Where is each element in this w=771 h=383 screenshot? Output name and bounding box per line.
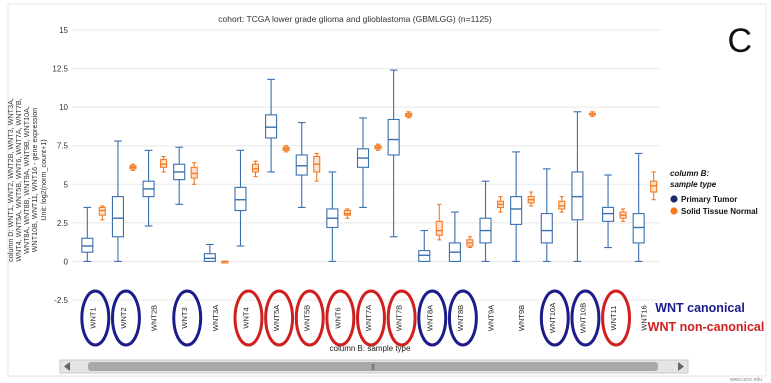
legend-title-line-2: sample type xyxy=(670,180,717,189)
wnt16-solid-tissue-normal-box xyxy=(650,180,658,193)
circle-wnt8b xyxy=(447,289,478,347)
wnt4-solid-tissue-normal-box xyxy=(251,163,260,173)
panel-label: C xyxy=(727,22,752,60)
x-tick-label-wnt8a: WNT8A xyxy=(425,305,434,331)
x-tick-label-wnt10a: WNT10A xyxy=(548,303,557,333)
wnt10b-primary-tumor-box xyxy=(571,171,584,221)
y-tick-label: -2.5 xyxy=(54,296,68,305)
circle-wnt5a xyxy=(264,289,295,347)
circle-wnt7a xyxy=(356,289,386,347)
legend-title-line-1: column B: xyxy=(670,169,709,178)
y-tick-label: 15 xyxy=(59,26,68,35)
circle-wnt10b xyxy=(570,289,601,347)
wnt1-solid-tissue-normal-box xyxy=(98,206,106,216)
x-axis-label: column B: sample type xyxy=(330,344,411,353)
wnt-non-canonical-label: WNT non-canonical xyxy=(648,320,765,334)
circle-wnt2 xyxy=(110,289,141,347)
x-tick-label-wnt5b: WNT5B xyxy=(303,305,312,331)
y-tick-label: 10 xyxy=(59,103,68,112)
y-axis: -2.5 0 2.5 5 7.5 10 12.5 15 xyxy=(52,26,68,305)
x-tick-label-wnt7b: WNT7B xyxy=(395,305,404,331)
wnt8a-solid-tissue-normal-box xyxy=(435,220,443,236)
circle-wnt4 xyxy=(233,289,264,347)
y-tick-label: 0 xyxy=(64,257,69,266)
wnt1-primary-tumor-box xyxy=(81,237,94,253)
legend-label-primary-tumor: Primary Tumor xyxy=(681,195,737,204)
x-tick-label-wnt5a: WNT5A xyxy=(272,305,281,331)
x-tick-label-wnt1: WNT1 xyxy=(88,307,97,328)
gene-circles xyxy=(80,289,632,347)
wnt16-primary-tumor-box xyxy=(632,213,645,244)
y-tick-label: 2.5 xyxy=(57,219,69,228)
y-axis-label-line-3: WNT8A, WNT8B, WNT9A, WNT9B, WNT10A, xyxy=(22,106,31,254)
wnt4-primary-tumor-box xyxy=(234,186,247,212)
x-tick-label-wnt7a: WNT7A xyxy=(364,305,373,331)
y-tick-label: 7.5 xyxy=(57,142,69,151)
circle-wnt6 xyxy=(325,289,356,347)
x-tick-label-wnt16: WNT16 xyxy=(640,305,649,330)
x-tick-label-wnt4: WNT4 xyxy=(241,307,250,328)
circle-wnt10a xyxy=(539,289,570,347)
wnt7b-primary-tumor-box xyxy=(387,118,400,156)
wnt3a-primary-tumor-box xyxy=(203,253,216,262)
y-axis-unit: Unit: log2(norm_count+1) xyxy=(39,139,48,220)
box-plots xyxy=(81,69,658,264)
circle-wnt7b xyxy=(386,289,417,347)
wnt5a-primary-tumor-box xyxy=(265,114,278,139)
wnt-canonical-label: WNT canonical xyxy=(655,301,745,315)
x-tick-label-wnt3a: WNT3A xyxy=(211,305,220,331)
y-tick-label: 5 xyxy=(64,180,69,189)
legend: column B: sample type Primary Tumor Soli… xyxy=(670,169,758,216)
y-axis-label: column D: WNT1, WNT2, WNT2B, WNT3, WNT3A… xyxy=(6,98,48,262)
wnt2b-solid-tissue-normal-box xyxy=(160,159,168,168)
scroll-left-arrow-icon[interactable] xyxy=(64,362,70,371)
x-tick-label-wnt10b: WNT10B xyxy=(578,303,587,333)
x-tick-label-wnt2: WNT2 xyxy=(119,307,128,328)
wnt6-solid-tissue-normal-box xyxy=(343,209,351,216)
y-axis-label-line-1: column D: WNT1, WNT2, WNT2B, WNT3, WNT3A… xyxy=(6,98,15,262)
horizontal-scrollbar[interactable]: ⦀ xyxy=(59,359,689,374)
circle-wnt11 xyxy=(601,289,632,347)
x-tick-label-wnt2b: WNT2B xyxy=(150,305,159,331)
legend-marker-solid-tissue-normal xyxy=(670,207,678,215)
x-tick-label-wnt3: WNT3 xyxy=(180,307,189,328)
x-axis: WNT1 WNT2 WNT2B WNT3 WNT3A WNT4 WNT5A WNT5B WNT6… xyxy=(88,303,648,333)
scroll-right-arrow-icon[interactable] xyxy=(678,362,684,371)
circle-wnt3 xyxy=(172,289,203,347)
x-tick-label-wnt9a: WNT9A xyxy=(487,305,496,331)
footer-text: www.ucsc.edu xyxy=(730,377,762,383)
y-axis-label-line-2: WNT4, WNT5A, WNT5B, WNT6, WNT7A, WNT7B, xyxy=(14,98,23,261)
x-tick-label-wnt6: WNT6 xyxy=(333,307,342,328)
y-tick-label: 12.5 xyxy=(52,65,68,74)
wnt8a-primary-tumor-box xyxy=(418,250,431,262)
circle-wnt5b xyxy=(294,289,325,347)
legend-marker-primary-tumor xyxy=(670,195,678,203)
wnt5b-primary-tumor-box xyxy=(295,154,308,176)
wnt11-primary-tumor-box xyxy=(602,206,615,222)
x-tick-label-wnt11: WNT11 xyxy=(609,306,618,331)
wnt2-primary-tumor-box xyxy=(111,196,124,238)
wnt9b-primary-tumor-box xyxy=(510,196,523,225)
x-tick-label-wnt9b: WNT9B xyxy=(517,305,526,331)
wnt10a-solid-tissue-normal-box xyxy=(558,200,566,210)
x-tick-label-wnt8b: WNT8B xyxy=(456,305,465,331)
legend-label-solid-tissue-normal: Solid Tissue Normal xyxy=(681,207,758,216)
scrollbar-grip-icon: ⦀ xyxy=(371,363,375,372)
wnt10a-primary-tumor-box xyxy=(540,213,553,244)
wnt3-solid-tissue-normal-box xyxy=(190,166,198,179)
y-axis-label-line-4: WNT10B, WNT11, WNT16 - gene expression xyxy=(30,108,39,252)
scrollbar-thumb[interactable] xyxy=(88,362,658,371)
circle-wnt8a xyxy=(417,289,448,347)
circle-wnt1 xyxy=(80,289,111,347)
grid xyxy=(72,29,660,301)
chart-title: cohort: TCGA lower grade glioma and glio… xyxy=(218,14,492,24)
